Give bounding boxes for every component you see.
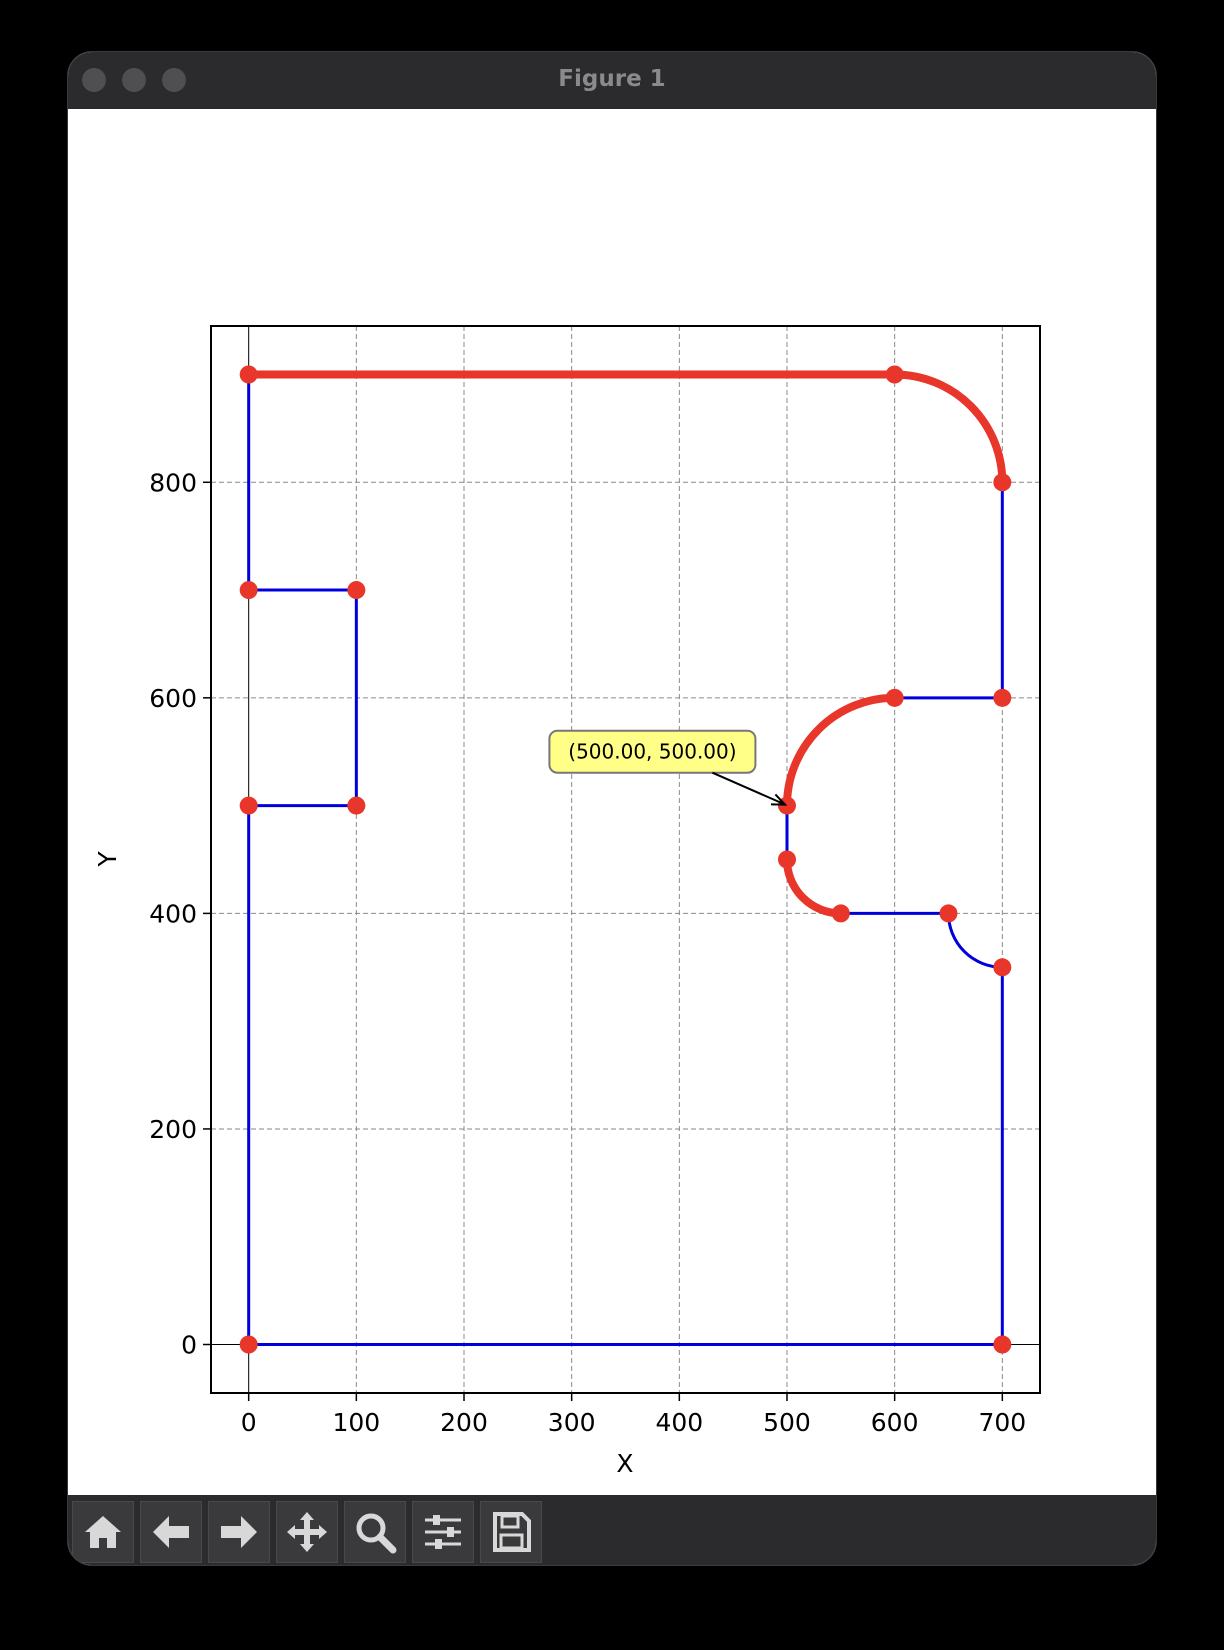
close-window-button[interactable] [82,68,106,92]
axis-ticks: 0 100 200 300 400 500 600 700 0 200 400 600 800 [149,468,1026,1437]
vertex-point [993,473,1012,492]
annotation-arrowhead [770,793,788,806]
navigation-toolbar [68,1495,1156,1565]
vertex-point [777,850,796,869]
axes-border [210,325,1041,1394]
vertex-point [239,365,258,384]
back-button[interactable] [140,1501,202,1563]
annotation: (500.00, 500.00) [548,729,788,806]
back-arrow-icon [153,1516,189,1548]
vertex-point [885,688,904,707]
configure-subplots-button[interactable] [412,1501,474,1563]
thick-path-segment [782,693,899,810]
home-icon [85,1516,121,1548]
x-tick-label: 700 [978,1408,1026,1437]
y-tick-label: 200 [149,1115,197,1144]
vertex-point [239,796,258,815]
x-tick-label: 300 [548,1408,596,1437]
home-button[interactable] [72,1501,134,1563]
minimize-window-button[interactable] [122,68,146,92]
x-tick-label: 400 [655,1408,703,1437]
zoom-icon [356,1513,397,1554]
vertex-point [993,688,1012,707]
vertex-point [993,958,1012,977]
forward-button[interactable] [208,1501,270,1563]
y-tick-label: 0 [181,1331,197,1360]
save-icon [493,1512,531,1552]
y-tick-label: 800 [149,468,197,497]
x-tick-label: 100 [332,1408,380,1437]
pan-button[interactable] [276,1501,338,1563]
vertex-point [239,581,258,600]
y-tick-label: 600 [149,684,197,713]
x-tick-label: 200 [440,1408,488,1437]
y-tick-label: 400 [149,899,197,928]
thick-path-segment [890,370,1007,487]
x-axis-label: X [616,1449,633,1478]
x-tick-label: 500 [763,1408,811,1437]
title-bar[interactable]: Figure 1 [68,52,1156,110]
figure-canvas[interactable]: 0 100 200 300 400 500 600 700 0 200 400 600 800 (500… [68,109,1156,1495]
thick-path-segment [782,855,845,918]
vertex-point [831,904,850,923]
thin-path-segment [946,911,1004,969]
window-title: Figure 1 [558,66,666,92]
annotation-arrow [712,771,784,805]
vertex-point [239,1335,258,1354]
forward-arrow-icon [221,1516,257,1548]
axes-frame [211,326,1040,1393]
zoom-button[interactable] [344,1501,406,1563]
vertex-point [939,904,958,923]
vertex-point [347,796,366,815]
x-tick-label: 0 [241,1408,257,1437]
pan-icon [287,1512,327,1552]
plot-svg[interactable]: 0 100 200 300 400 500 600 700 0 200 400 600 800 (500… [68,109,1156,1495]
annotation-label: (500.00, 500.00) [568,740,736,764]
annotation-box [548,729,757,774]
vertex-point [885,365,904,384]
figure-window: Figure 1 0 100 200 300 400 500 600 700 0 200 400 60… [68,52,1156,1565]
x-tick-label: 600 [871,1408,919,1437]
zoom-window-button[interactable] [162,68,186,92]
y-axis-label: Y [93,851,122,868]
save-button[interactable] [480,1501,542,1563]
vertex-point [993,1335,1012,1354]
vertex-point [347,581,366,600]
configure-subplots-icon [425,1515,461,1549]
path-segments [244,370,1007,1346]
